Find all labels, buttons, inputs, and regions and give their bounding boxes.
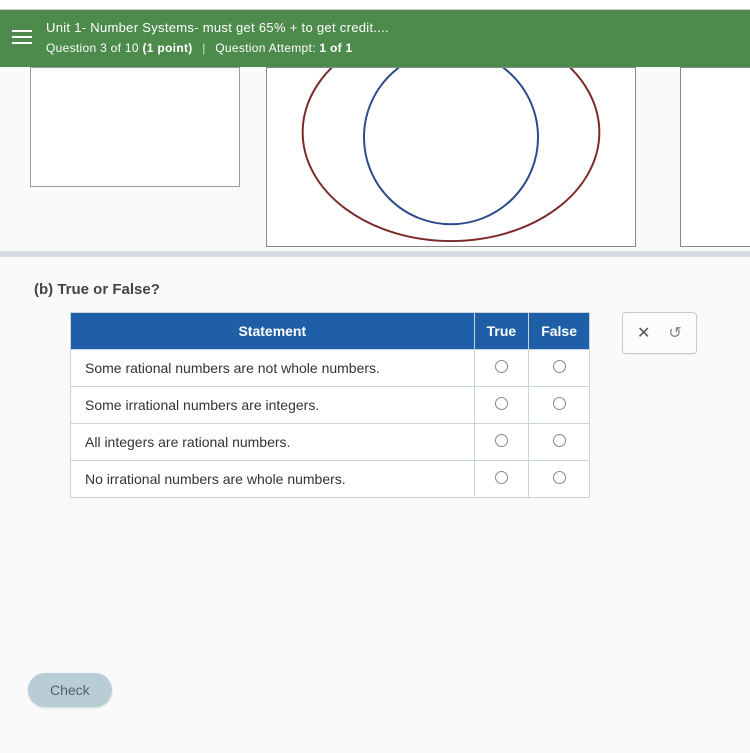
quiz-header: Unit 1- Number Systems- must get 65% + t…	[0, 10, 750, 67]
header-text: Unit 1- Number Systems- must get 65% + t…	[46, 18, 389, 57]
true-false-table: Statement True False Some rational numbe…	[70, 312, 590, 498]
left-diagram-placeholder	[30, 67, 240, 187]
col-header-statement: Statement	[71, 312, 475, 349]
radio-true[interactable]	[495, 471, 508, 484]
menu-icon[interactable]	[12, 30, 32, 44]
content-area: (b) True or False? Statement True False …	[0, 67, 750, 753]
venn-inner-circle	[364, 68, 538, 224]
unit-title: Unit 1- Number Systems- must get 65% + t…	[46, 18, 389, 38]
meta-divider: |	[202, 39, 205, 57]
true-cell	[474, 386, 529, 423]
radio-true[interactable]	[495, 434, 508, 447]
attempt-label: Question Attempt:	[215, 41, 316, 55]
check-button[interactable]: Check	[28, 673, 112, 707]
redo-icon[interactable]: ↺	[668, 323, 681, 343]
venn-svg	[267, 68, 635, 246]
true-cell	[474, 349, 529, 386]
statement-cell: Some rational numbers are not whole numb…	[71, 349, 475, 386]
question-number: Question 3 of 10	[46, 41, 139, 55]
table-row: Some rational numbers are not whole numb…	[71, 349, 590, 386]
question-body: Statement True False Some rational numbe…	[0, 312, 750, 498]
radio-false[interactable]	[553, 471, 566, 484]
venn-outer-ellipse	[303, 68, 600, 241]
question-meta: Question 3 of 10 (1 point) | Question At…	[46, 39, 389, 57]
false-cell	[529, 423, 590, 460]
radio-false[interactable]	[553, 434, 566, 447]
false-cell	[529, 460, 590, 497]
statement-cell: Some irrational numbers are integers.	[71, 386, 475, 423]
false-cell	[529, 386, 590, 423]
question-part-label: (b) True or False?	[0, 257, 750, 312]
radio-true[interactable]	[495, 397, 508, 410]
table-row: Some irrational numbers are integers.	[71, 386, 590, 423]
statement-cell: All integers are rational numbers.	[71, 423, 475, 460]
right-diagram-stub	[680, 67, 750, 247]
radio-false[interactable]	[553, 360, 566, 373]
radio-true[interactable]	[495, 360, 508, 373]
false-cell	[529, 349, 590, 386]
diagram-row	[0, 67, 750, 257]
close-icon[interactable]: ✕	[637, 323, 650, 343]
true-cell	[474, 460, 529, 497]
question-points: (1 point)	[143, 41, 193, 55]
table-row: All integers are rational numbers.	[71, 423, 590, 460]
col-header-false: False	[529, 312, 590, 349]
table-row: No irrational numbers are whole numbers.	[71, 460, 590, 497]
col-header-true: True	[474, 312, 529, 349]
true-cell	[474, 423, 529, 460]
tool-panel: ✕ ↺	[622, 312, 697, 354]
venn-diagram-box	[266, 67, 636, 247]
radio-false[interactable]	[553, 397, 566, 410]
attempt-value: 1 of 1	[319, 41, 352, 55]
statement-cell: No irrational numbers are whole numbers.	[71, 460, 475, 497]
browser-chrome-stub	[0, 0, 750, 10]
